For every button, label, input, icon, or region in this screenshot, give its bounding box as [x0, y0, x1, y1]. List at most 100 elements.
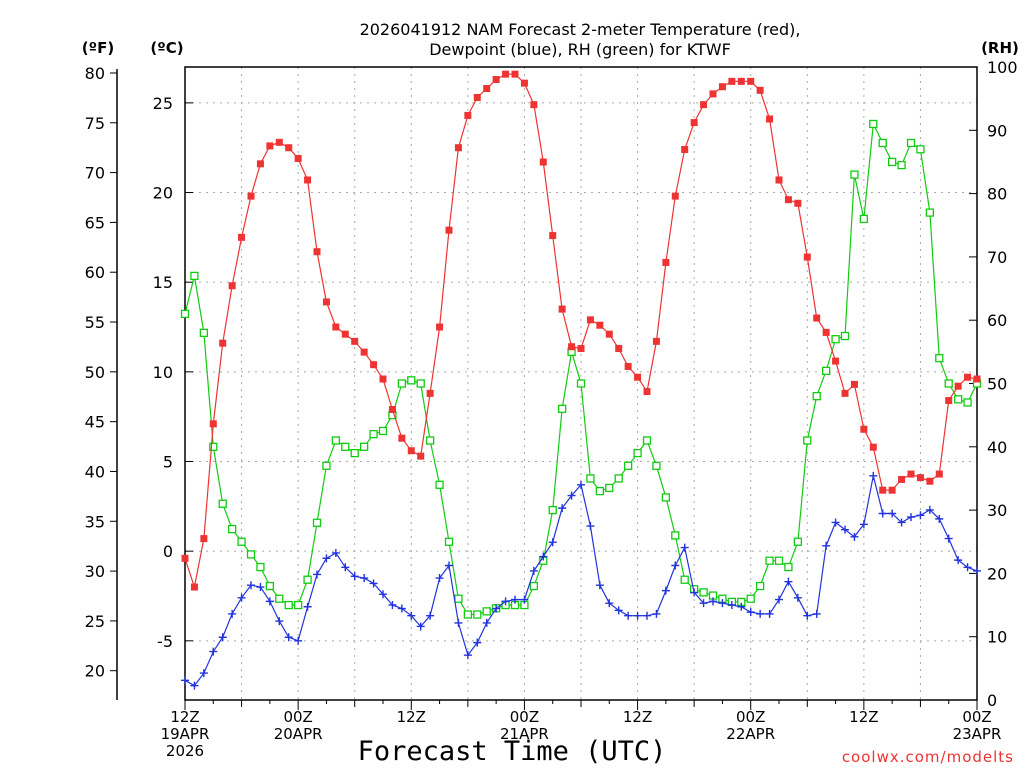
temperature-point: [596, 321, 604, 329]
dewpoint-point: [388, 600, 397, 609]
x-tick-label: 00Z: [510, 708, 539, 726]
rh-point: [322, 461, 331, 470]
unit-label-fahrenheit: (ºF): [82, 39, 114, 57]
dewpoint-point: [954, 556, 963, 565]
dewpoint-point: [831, 518, 840, 527]
temperature-point: [568, 343, 576, 351]
rh-point: [284, 600, 293, 610]
rh-point: [303, 575, 312, 584]
dewpoint-point: [793, 593, 802, 602]
dewpoint-point: [463, 651, 472, 660]
x-tick-label: 21APR: [500, 725, 549, 743]
fahrenheit-tick-label: 65: [85, 213, 105, 232]
dewpoint-point: [586, 522, 595, 531]
dewpoint-point: [944, 534, 953, 543]
rh-point: [199, 328, 209, 338]
rh-point: [407, 376, 416, 385]
rh-point: [633, 448, 642, 458]
rh-point: [576, 379, 586, 388]
temperature-point: [577, 345, 585, 353]
rh-point: [680, 575, 689, 584]
dewpoint-point: [426, 611, 435, 620]
celsius-tick-label: 15: [153, 273, 173, 292]
rh-point: [293, 600, 303, 610]
temperature-point: [558, 305, 566, 313]
rh-point: [369, 429, 378, 439]
fahrenheit-tick-label: 60: [85, 263, 105, 282]
dewpoint-point: [379, 590, 387, 599]
temperature-point: [964, 373, 972, 381]
temperature-point: [737, 77, 745, 85]
rh-point: [652, 461, 661, 470]
x-tick-label: 22APR: [726, 725, 775, 743]
temperature-point: [954, 382, 962, 390]
temperature-point: [728, 77, 736, 85]
temperature-point: [492, 76, 500, 84]
temperature-point: [813, 314, 821, 322]
temperature-point: [181, 554, 189, 562]
series-temperature: [181, 70, 981, 591]
fahrenheit-tick-label: 45: [85, 413, 105, 432]
rh-point: [237, 537, 246, 546]
x-tick-label: 12Z: [170, 708, 199, 726]
temperature-point: [407, 447, 415, 455]
temperature-point: [228, 282, 236, 290]
temperature-point: [916, 474, 924, 482]
dewpoint-point: [746, 608, 755, 617]
dewpoint-point: [699, 599, 708, 608]
temperature-point: [690, 119, 698, 127]
rh-point: [642, 436, 652, 445]
rh-point: [897, 160, 906, 170]
rh-point: [963, 398, 972, 407]
rh-point: [416, 379, 425, 388]
temperature-point: [219, 339, 227, 347]
dewpoint-point: [633, 611, 642, 620]
rh-point: [463, 610, 473, 619]
temperature-point: [388, 406, 396, 414]
dewpoint-point: [209, 647, 218, 656]
dewpoint-point: [313, 570, 321, 579]
dewpoint-point: [218, 633, 227, 642]
dewpoint-point: [256, 583, 265, 592]
fahrenheit-tick-label: 25: [85, 612, 105, 631]
dewpoint-point: [369, 579, 378, 588]
temperature-point: [756, 86, 764, 94]
temperature-point: [898, 475, 906, 483]
rh-point: [482, 607, 491, 616]
rh-tick-label: 0: [987, 691, 997, 710]
dewpoint-point: [181, 676, 189, 685]
temperature-point: [190, 583, 198, 591]
dewpoint-point: [275, 617, 284, 626]
temperature-point: [200, 535, 208, 543]
dewpoint-point: [511, 595, 519, 604]
x-tick-label: 19APR: [161, 725, 210, 743]
rh-tick-label: 70: [987, 248, 1007, 267]
dewpoint-point: [690, 588, 699, 597]
dewpoint-point: [756, 609, 765, 618]
dewpoint-point: [529, 566, 538, 575]
dewpoint-point: [605, 599, 614, 608]
dewpoint-point: [718, 599, 727, 608]
dewpoint-point: [897, 518, 906, 527]
fahrenheit-tick-label: 30: [85, 562, 105, 581]
temperature-point: [747, 77, 755, 85]
rh-point: [227, 524, 237, 534]
temperature-point: [294, 154, 302, 162]
x-tick-label: 00Z: [283, 708, 312, 726]
rh-tick-label: 20: [987, 564, 1007, 583]
rh-point: [755, 581, 765, 591]
rh-point: [473, 610, 482, 619]
temperature-point: [464, 111, 472, 119]
dewpoint-point: [454, 618, 463, 627]
dewpoint-point: [709, 597, 717, 606]
rh-point: [425, 436, 435, 445]
rh-point: [925, 208, 935, 217]
x-tick-label: 00Z: [736, 708, 765, 726]
rh-tick-label: 40: [987, 438, 1007, 457]
dewpoint-point: [935, 514, 944, 523]
rh-point: [812, 392, 821, 401]
rh-tick-label: 100: [987, 58, 1018, 77]
temperature-point: [238, 233, 246, 241]
unit-label-rh: (RH): [981, 39, 1019, 57]
rh-point: [312, 518, 322, 527]
